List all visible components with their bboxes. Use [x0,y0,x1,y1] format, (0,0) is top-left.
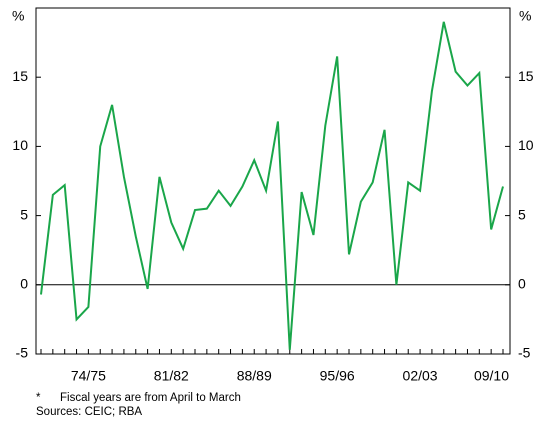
y-tick-label: 15 [12,68,28,84]
y2-tick-label: 15 [518,68,534,84]
sources: Sources: CEIC; RBA [36,406,142,418]
plot-frame [35,7,511,355]
y-axis-unit: % [12,8,24,24]
x-tick-label: 88/89 [237,368,272,384]
footnote: Fiscal years are from April to March [60,392,241,404]
y-tick-label: 5 [20,206,28,222]
x-tick-label: 81/82 [154,368,189,384]
y2-tick-label: 10 [518,137,534,153]
footnote-marker: * [36,392,41,404]
y-tick-label: 10 [12,137,28,153]
x-tick-label: 09/10 [474,368,509,384]
y-tick-label: 0 [20,276,28,292]
y2-axis-unit: % [519,8,531,24]
data-line [40,21,504,350]
y2-tick-label: 0 [518,276,526,292]
x-tick-label: 02/03 [403,368,438,384]
y2-tick-label: -5 [518,345,531,361]
y2-tick-label: 5 [518,206,526,222]
y-tick-label: -5 [16,345,29,361]
x-tick-label: 74/75 [71,368,106,384]
x-tick-label: 95/96 [320,368,355,384]
